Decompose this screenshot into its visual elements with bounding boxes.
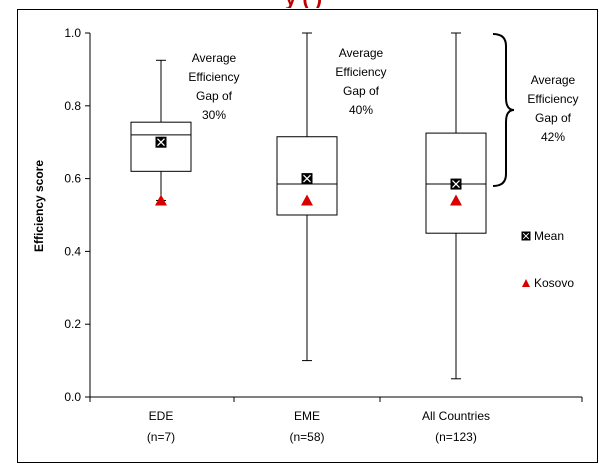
annotation-line: Average bbox=[531, 73, 576, 87]
annotation-line: 30% bbox=[202, 108, 226, 122]
annotation-line: Gap of bbox=[535, 111, 572, 125]
legend-label: Kosovo bbox=[534, 276, 574, 290]
annotation-line: Average bbox=[192, 51, 237, 65]
y-tick-label: 0.0 bbox=[64, 390, 81, 404]
annotation-line: Efficiency bbox=[188, 70, 239, 84]
y-tick-label: 0.6 bbox=[64, 172, 81, 186]
annotation-line: Gap of bbox=[343, 84, 380, 98]
iqr-box bbox=[130, 121, 192, 172]
x-tick-label: EDE bbox=[149, 409, 174, 423]
y-tick-label: 0.8 bbox=[64, 99, 81, 113]
legend-marker-mean bbox=[521, 231, 531, 241]
mean-marker bbox=[155, 136, 167, 148]
chart-title-text: y ( ) bbox=[0, 0, 607, 8]
x-tick-sublabel: (n=7) bbox=[147, 430, 175, 444]
annotation-line: 42% bbox=[541, 130, 565, 144]
mean-marker bbox=[301, 173, 313, 185]
y-tick-label: 1.0 bbox=[64, 26, 81, 40]
annotation-line: Efficiency bbox=[527, 92, 578, 106]
y-tick-label: 0.2 bbox=[64, 317, 81, 331]
legend: Mean Kosovo bbox=[521, 229, 574, 290]
annotation-line: Efficiency bbox=[335, 65, 386, 79]
annotation-2: Average Efficiency Gap of 40% bbox=[335, 46, 386, 117]
x-tick-sublabel: (n=58) bbox=[289, 430, 324, 444]
annotation-line: Gap of bbox=[196, 89, 233, 103]
kosovo-marker bbox=[450, 194, 462, 206]
mean-marker bbox=[450, 178, 462, 190]
annotations: Average Efficiency Gap of 30% Average Efficie… bbox=[188, 33, 579, 187]
annotation-3: Average Efficiency Gap of 42% bbox=[527, 73, 578, 144]
x-axis: EDE (n=7) EME (n=58) All Countries (n=123) bbox=[89, 396, 583, 444]
legend-item-kosovo: Kosovo bbox=[522, 276, 574, 290]
box-1 bbox=[130, 59, 192, 206]
x-tick-label: EME bbox=[294, 409, 320, 423]
legend-item-mean: Mean bbox=[521, 229, 564, 243]
legend-marker-kosovo bbox=[522, 279, 530, 287]
box-2 bbox=[276, 32, 338, 362]
annotation-line: 40% bbox=[349, 103, 373, 117]
annotation-line: Average bbox=[339, 46, 384, 60]
chart-border bbox=[17, 9, 598, 463]
x-tick-label: All Countries bbox=[422, 409, 490, 423]
y-tick-label: 0.4 bbox=[64, 244, 81, 258]
gap-brace bbox=[492, 33, 515, 187]
y-axis-label: Efficiency score bbox=[32, 160, 46, 252]
annotation-1: Average Efficiency Gap of 30% bbox=[188, 51, 239, 122]
box-series bbox=[130, 32, 487, 380]
box-3 bbox=[425, 32, 487, 380]
legend-label: Mean bbox=[534, 229, 564, 243]
x-tick-sublabel: (n=123) bbox=[435, 430, 477, 444]
kosovo-marker bbox=[155, 194, 167, 206]
y-axis: 0.0 0.2 0.4 0.6 0.8 1.0 bbox=[64, 26, 91, 404]
chart-title-clipped: y ( ) bbox=[0, 0, 607, 8]
kosovo-marker bbox=[301, 194, 313, 206]
